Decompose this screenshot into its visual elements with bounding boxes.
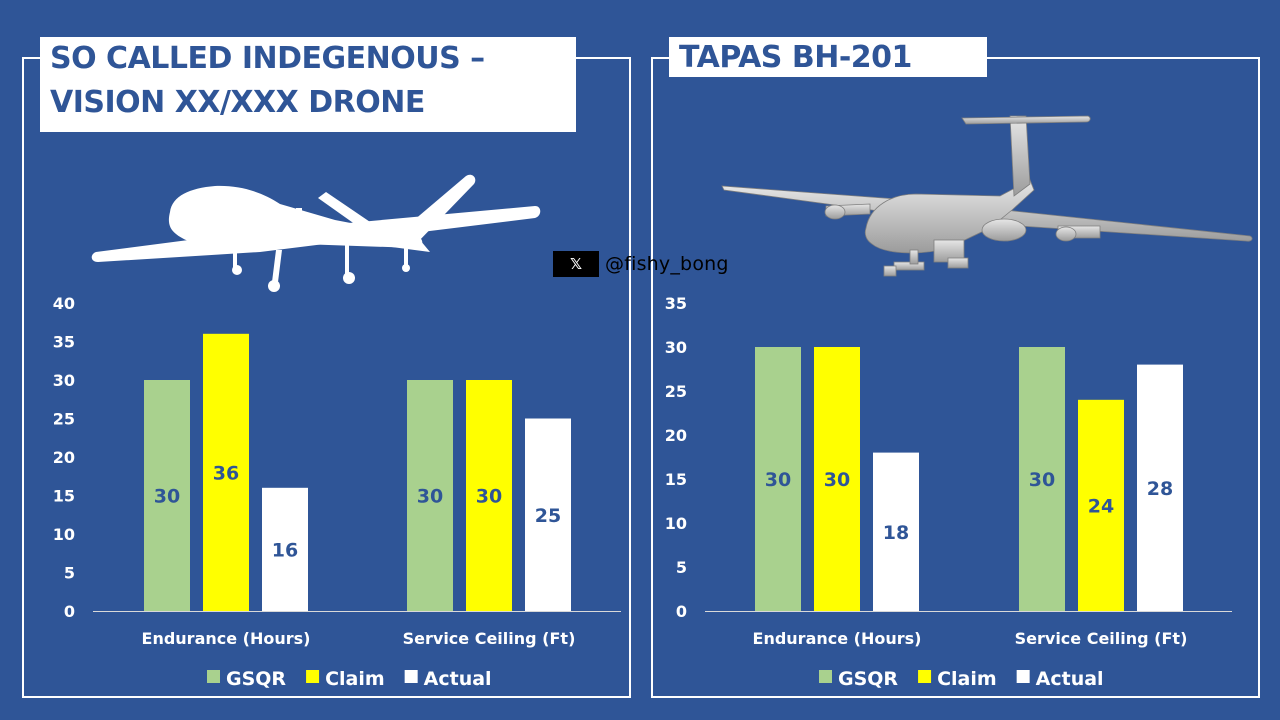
- bar-actual: [262, 487, 308, 611]
- right-title-line-1: TAPAS BH-201: [679, 40, 912, 75]
- y-tick-label: 35: [53, 333, 75, 352]
- y-tick-label: 30: [53, 371, 75, 390]
- y-tick-label: 25: [665, 382, 687, 401]
- legend-label-gsqr: GSQR: [226, 668, 286, 690]
- data-label: 18: [883, 522, 909, 544]
- y-tick-label: 40: [53, 294, 75, 313]
- bar-claim: [1078, 399, 1124, 611]
- y-tick-label: 0: [64, 602, 75, 621]
- y-tick-label: 35: [665, 294, 687, 313]
- legend-label-claim: Claim: [937, 668, 997, 690]
- legend-label-actual: Actual: [424, 668, 492, 690]
- data-label: 30: [1029, 469, 1055, 491]
- bar-actual: [873, 452, 919, 611]
- x-category-label: Endurance (Hours): [142, 629, 311, 648]
- bar-gsqr: [755, 347, 801, 611]
- y-tick-label: 10: [53, 525, 75, 544]
- y-tick-label: 5: [64, 564, 75, 583]
- y-tick-label: 15: [53, 487, 75, 506]
- x-category-label: Service Ceiling (Ft): [403, 629, 576, 648]
- legend-swatch-claim: [306, 670, 320, 683]
- bar-actual: [525, 418, 571, 611]
- legend-swatch-gsqr: [207, 670, 220, 683]
- data-label: 30: [765, 469, 791, 491]
- bar-claim: [466, 380, 512, 611]
- left-title-line-2: VISION XX/XXX DRONE: [50, 85, 425, 120]
- y-tick-label: 20: [665, 426, 687, 445]
- y-tick-label: 30: [665, 338, 687, 357]
- legend-label-actual: Actual: [1036, 668, 1104, 690]
- x-logo-icon: 𝕏: [553, 251, 599, 277]
- bar-claim: [203, 333, 249, 611]
- bar-actual: [1137, 364, 1183, 611]
- data-label: 30: [154, 486, 180, 508]
- legend-label-gsqr: GSQR: [838, 668, 898, 690]
- y-tick-label: 25: [53, 410, 75, 429]
- left-title-line-1: SO CALLED INDEGENOUS –: [50, 41, 485, 76]
- bar-gsqr: [1019, 347, 1065, 611]
- data-label: 16: [272, 539, 298, 561]
- y-tick-label: 10: [665, 514, 687, 533]
- data-label: 28: [1147, 478, 1173, 500]
- legend-label-claim: Claim: [325, 668, 385, 690]
- data-label: 30: [476, 486, 502, 508]
- author-handle[interactable]: 𝕏 @fishy_bong: [553, 251, 729, 277]
- data-label: 36: [213, 462, 239, 484]
- legend-swatch-claim: [918, 670, 932, 683]
- left-chart-title: SO CALLED INDEGENOUS – VISION XX/XXX DRO…: [40, 37, 576, 132]
- legend-swatch-gsqr: [819, 670, 832, 683]
- bar-claim: [814, 347, 860, 611]
- x-category-label: Endurance (Hours): [753, 629, 922, 648]
- bar-gsqr: [144, 380, 190, 611]
- data-label: 30: [824, 469, 850, 491]
- y-tick-label: 5: [676, 558, 687, 577]
- handle-text[interactable]: @fishy_bong: [605, 253, 729, 275]
- legend-swatch-actual: [1016, 670, 1030, 683]
- bar-gsqr: [407, 380, 453, 611]
- legend-swatch-actual: [404, 670, 418, 683]
- right-chart-title: TAPAS BH-201: [669, 37, 987, 77]
- x-category-label: Service Ceiling (Ft): [1015, 629, 1188, 648]
- y-tick-label: 20: [53, 448, 75, 467]
- y-tick-label: 0: [676, 602, 687, 621]
- data-label: 24: [1088, 495, 1114, 517]
- data-label: 30: [417, 486, 443, 508]
- data-label: 25: [535, 505, 561, 527]
- y-tick-label: 15: [665, 470, 687, 489]
